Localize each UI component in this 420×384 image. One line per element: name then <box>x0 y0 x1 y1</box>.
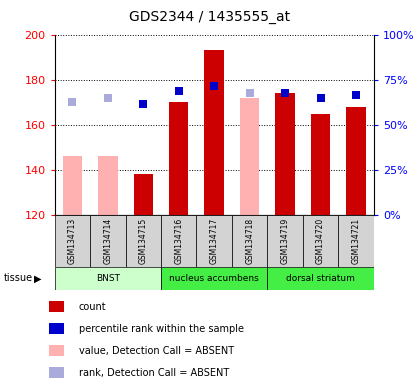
Bar <box>268 215 303 267</box>
Bar <box>197 215 232 267</box>
Bar <box>276 93 295 215</box>
Point <box>353 93 360 99</box>
Bar <box>161 215 197 267</box>
Text: GSM134713: GSM134713 <box>68 218 77 264</box>
Text: dorsal striatum: dorsal striatum <box>286 274 355 283</box>
Text: GSM134717: GSM134717 <box>210 218 219 264</box>
Bar <box>63 156 82 215</box>
Bar <box>339 215 374 267</box>
Point <box>176 88 182 94</box>
Bar <box>232 215 268 267</box>
Bar <box>50 345 64 356</box>
Bar <box>134 174 153 215</box>
Text: GSM134721: GSM134721 <box>352 218 360 264</box>
Bar <box>55 267 161 290</box>
Point <box>246 90 253 96</box>
Bar <box>50 323 64 334</box>
Text: count: count <box>79 301 107 311</box>
Bar <box>98 156 118 215</box>
Text: value, Detection Call = ABSENT: value, Detection Call = ABSENT <box>79 346 234 356</box>
Bar <box>240 98 260 215</box>
Bar <box>311 114 331 215</box>
Bar <box>205 50 224 215</box>
Bar <box>126 215 161 267</box>
Point <box>317 95 324 101</box>
Text: rank, Detection Call = ABSENT: rank, Detection Call = ABSENT <box>79 368 229 378</box>
Bar <box>169 102 189 215</box>
Bar <box>55 215 90 267</box>
Text: GSM134719: GSM134719 <box>281 218 290 264</box>
Text: ▶: ▶ <box>34 273 42 283</box>
Text: GSM134718: GSM134718 <box>245 218 254 264</box>
Text: GDS2344 / 1435555_at: GDS2344 / 1435555_at <box>129 10 291 23</box>
Bar <box>50 301 64 312</box>
Bar <box>50 367 64 379</box>
Point <box>211 83 218 89</box>
Text: GSM134716: GSM134716 <box>174 218 183 264</box>
Text: nucleus accumbens: nucleus accumbens <box>169 274 259 283</box>
Bar <box>303 215 339 267</box>
Bar <box>346 107 366 215</box>
Bar <box>90 215 126 267</box>
Text: GSM134715: GSM134715 <box>139 218 148 264</box>
Point <box>140 101 147 108</box>
Text: BNST: BNST <box>96 274 120 283</box>
Text: tissue: tissue <box>4 273 33 283</box>
Bar <box>268 267 374 290</box>
Point <box>69 99 76 105</box>
Point <box>105 95 111 101</box>
Text: GSM134714: GSM134714 <box>103 218 112 264</box>
Text: GSM134720: GSM134720 <box>316 218 325 264</box>
Point <box>282 90 289 96</box>
Text: percentile rank within the sample: percentile rank within the sample <box>79 324 244 334</box>
Bar <box>161 267 268 290</box>
